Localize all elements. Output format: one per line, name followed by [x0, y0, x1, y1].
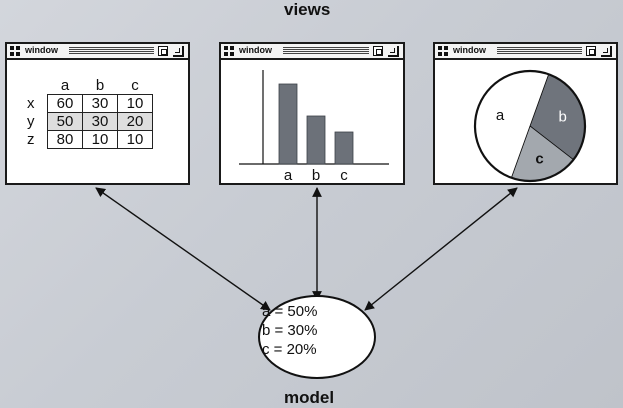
- titlebar-stripes: [497, 47, 582, 55]
- resize-icon[interactable]: [601, 46, 612, 57]
- maximize-icon[interactable]: [158, 46, 168, 56]
- pie-label-a: a: [496, 107, 505, 124]
- table-cell: 30: [82, 94, 118, 113]
- col-header-c: c: [131, 77, 139, 94]
- table-cell: 10: [117, 94, 153, 113]
- data-table: a b c x 60 30 10 y 50 30 20 z 80 10 10: [27, 77, 153, 149]
- pie-chart: b c a: [473, 69, 587, 183]
- window-titlebar[interactable]: window: [221, 44, 403, 60]
- col-header-a: a: [60, 77, 70, 94]
- table-cell: 20: [117, 112, 153, 131]
- bar-chart: a b c: [239, 70, 389, 183]
- table-view-window: window a b c x 60 30 10 y 50 30 20 z 80 …: [5, 42, 190, 185]
- row-label: x: [27, 95, 35, 112]
- table-row: x 60 30 10: [27, 94, 153, 113]
- model-line-a: a = 50%: [262, 303, 318, 320]
- model-values: a = 50% b = 30% c = 20%: [262, 302, 372, 359]
- table-cell: 50: [47, 112, 83, 131]
- window-menu-icon[interactable]: [10, 46, 20, 56]
- window-titlebar[interactable]: window: [7, 44, 188, 60]
- bar-label-b: b: [312, 167, 320, 183]
- bar-label-c: c: [340, 167, 348, 183]
- maximize-icon[interactable]: [586, 46, 596, 56]
- resize-icon[interactable]: [173, 46, 184, 57]
- model-label: model: [284, 388, 335, 407]
- arrow-table-model: [95, 187, 271, 311]
- views-label: views: [284, 0, 331, 19]
- titlebar-stripes: [283, 47, 369, 55]
- row-label: z: [27, 131, 35, 148]
- resize-icon[interactable]: [388, 46, 399, 57]
- row-label: y: [27, 113, 35, 130]
- table-row: z 80 10 10: [27, 130, 153, 149]
- table-cell: 60: [47, 94, 83, 113]
- arrow-pie-model: [364, 187, 518, 311]
- window-titlebar[interactable]: window: [435, 44, 616, 60]
- table-cell: 30: [82, 112, 118, 131]
- window-title: window: [25, 45, 58, 55]
- pie-outline: [473, 69, 587, 183]
- table-cell: 10: [82, 130, 118, 149]
- pie-label-b: b: [559, 109, 567, 126]
- model-ellipse: [258, 295, 376, 379]
- window-menu-icon[interactable]: [438, 46, 448, 56]
- window-menu-icon[interactable]: [224, 46, 234, 56]
- model-line-b: b = 30%: [262, 322, 318, 339]
- pie-label-c: c: [535, 151, 543, 168]
- bar-c: [334, 131, 354, 165]
- bar-view-window: window a b c: [219, 42, 405, 185]
- window-title: window: [453, 45, 486, 55]
- table-row: y 50 30 20: [27, 112, 153, 131]
- bar-label-a: a: [284, 167, 293, 183]
- pie-view-window: window b c a: [433, 42, 618, 185]
- model-line-c: c = 20%: [262, 341, 317, 358]
- window-title: window: [239, 45, 272, 55]
- titlebar-stripes: [69, 47, 154, 55]
- maximize-icon[interactable]: [373, 46, 383, 56]
- bar-b: [306, 115, 326, 165]
- table-cell: 10: [117, 130, 153, 149]
- table-cell: 80: [47, 130, 83, 149]
- col-header-b: b: [95, 77, 105, 94]
- bar-a: [278, 83, 298, 165]
- table-header-row: a b c: [27, 77, 153, 95]
